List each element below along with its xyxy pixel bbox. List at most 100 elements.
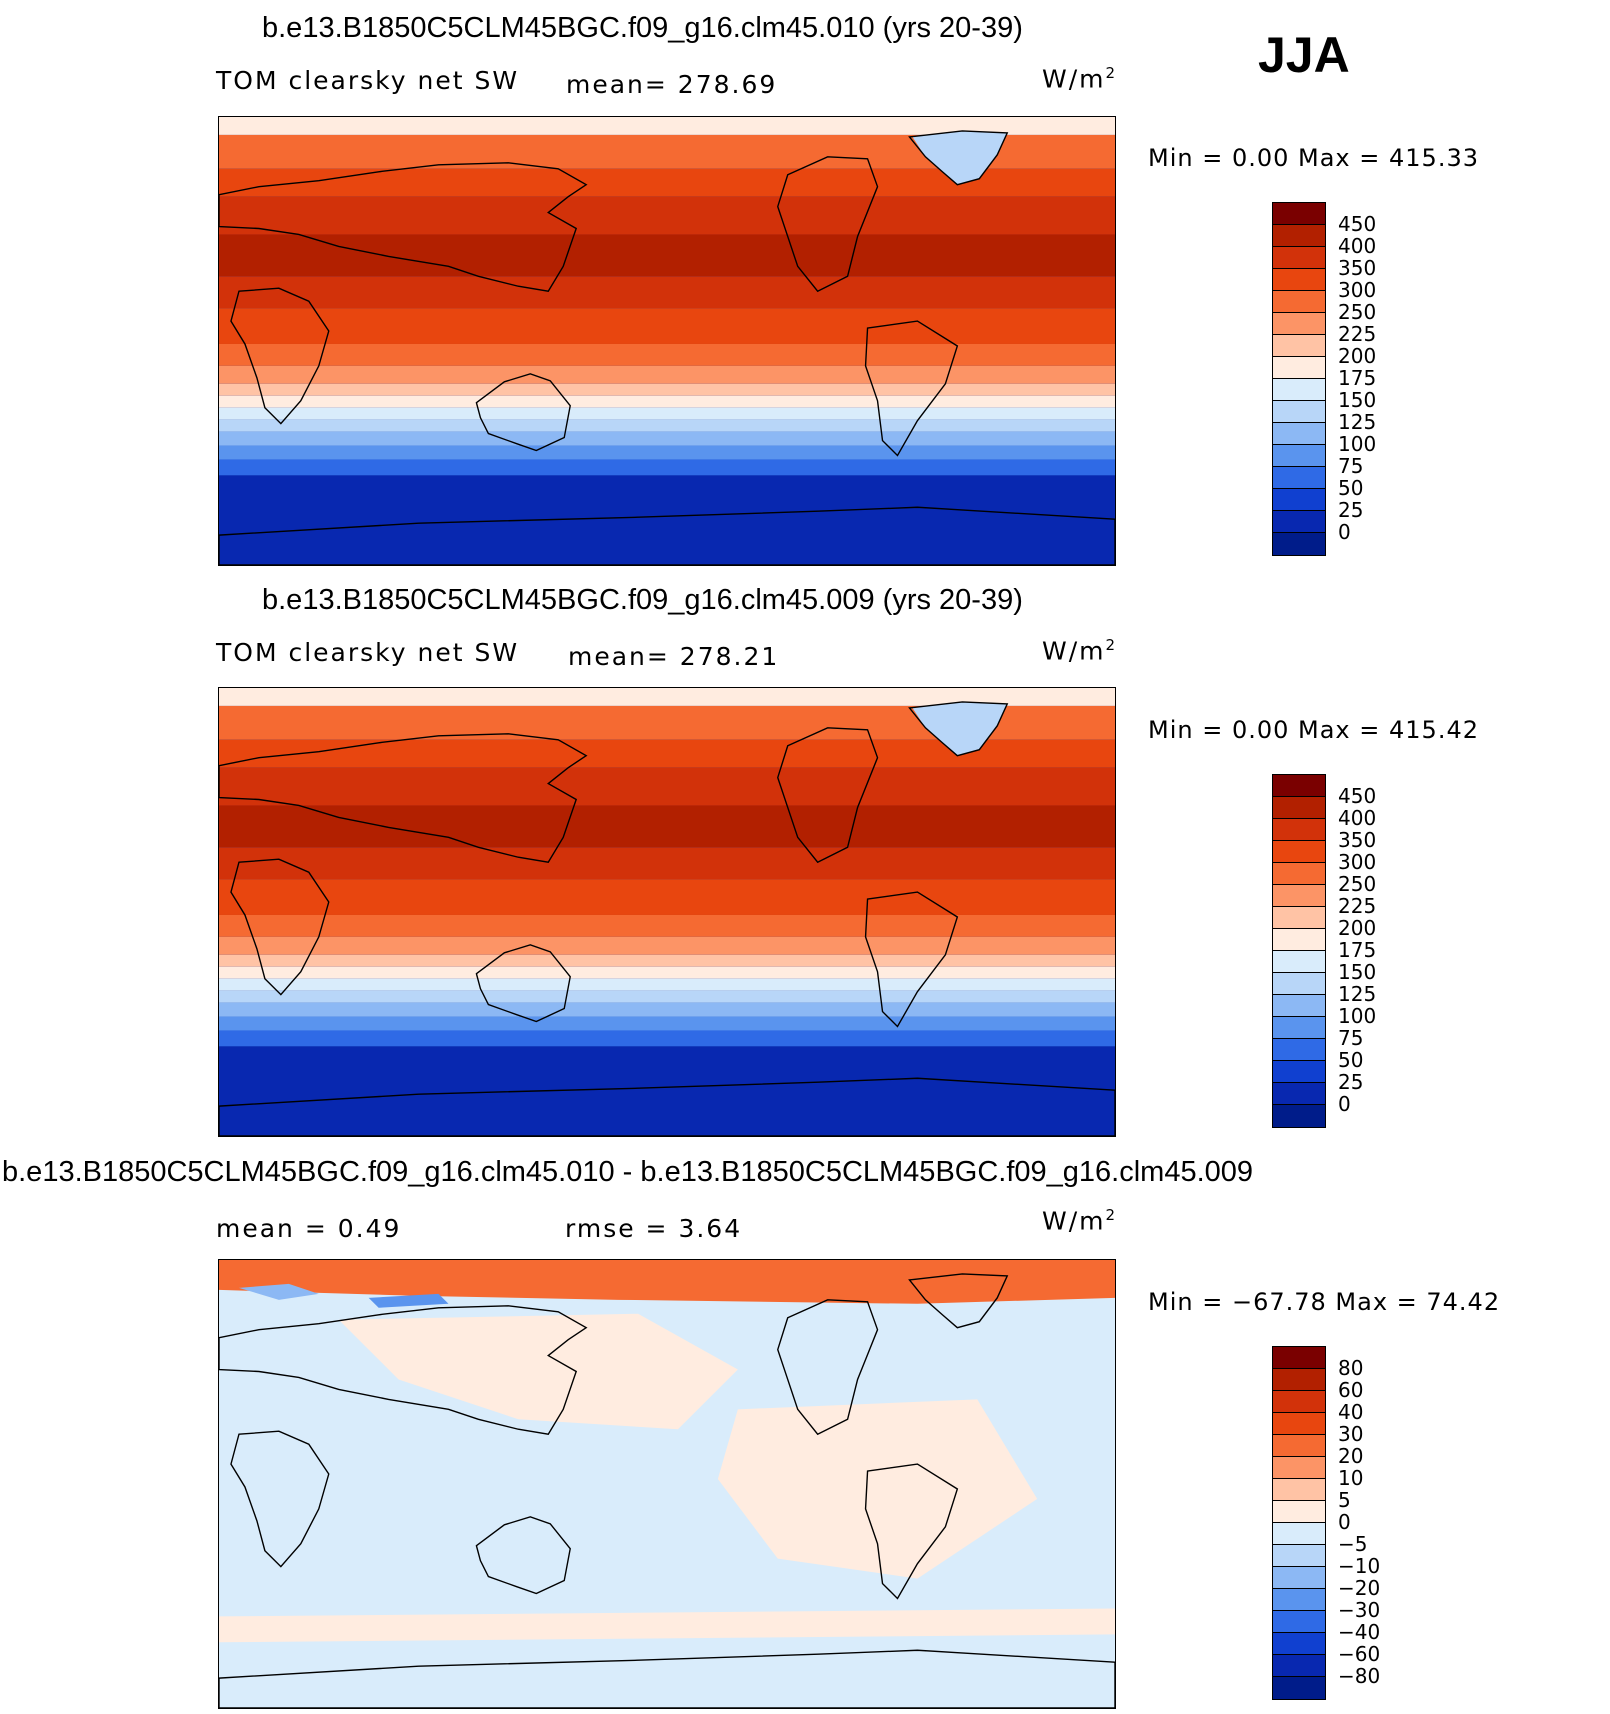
colorbar-swatch xyxy=(1273,445,1325,467)
panel-difference: b.e13.B1850C5CLM45BGC.f09_g16.clm45.010 … xyxy=(0,1144,1610,1714)
colorbar-swatch xyxy=(1273,1105,1325,1127)
colorbar-swatch xyxy=(1273,1545,1325,1567)
colorbar-swatch xyxy=(1273,797,1325,819)
units-label: W/m2 xyxy=(1042,636,1118,666)
colorbar-tick-label: 40 xyxy=(1338,1400,1364,1424)
colorbar-swatch xyxy=(1273,1413,1325,1435)
colorbar-swatch xyxy=(1273,1061,1325,1083)
colorbar-swatch xyxy=(1273,511,1325,533)
colorbar-swatch xyxy=(1273,533,1325,555)
min-max-label: Min = 0.00 Max = 415.33 xyxy=(1148,144,1479,172)
colorbar-tick-label: 400 xyxy=(1338,234,1377,258)
colorbar-swatch xyxy=(1273,907,1325,929)
colorbar-tick-label: 0 xyxy=(1338,520,1351,544)
colorbar-tick-label: −80 xyxy=(1338,1664,1381,1688)
map-plot xyxy=(218,116,1116,566)
colorbar-tick-label: 350 xyxy=(1338,256,1377,280)
colorbar-tick-label: 0 xyxy=(1338,1510,1351,1534)
colorbar-swatch xyxy=(1273,1017,1325,1039)
colorbar-swatch xyxy=(1273,885,1325,907)
colorbar-tick-label: −60 xyxy=(1338,1642,1381,1666)
colorbar-tick-label: 125 xyxy=(1338,982,1377,1006)
colorbar-tick-label: 100 xyxy=(1338,1004,1377,1028)
colorbar-swatch xyxy=(1273,1589,1325,1611)
colorbar-tick-label: 0 xyxy=(1338,1092,1351,1116)
colorbar-tick-label: −10 xyxy=(1338,1554,1381,1578)
colorbar-tick-label: 80 xyxy=(1338,1356,1364,1380)
colorbar-swatch xyxy=(1273,489,1325,511)
colorbar-swatch xyxy=(1273,1457,1325,1479)
colorbar-tick-label: 300 xyxy=(1338,278,1377,302)
min-max-label: Min = 0.00 Max = 415.42 xyxy=(1148,716,1479,744)
panel-title: b.e13.B1850C5CLM45BGC.f09_g16.clm45.010 … xyxy=(2,1156,1254,1188)
colorbar-tick-label: 75 xyxy=(1338,1026,1364,1050)
colorbar-swatch xyxy=(1273,1633,1325,1655)
panel-case-009: b.e13.B1850C5CLM45BGC.f09_g16.clm45.009 … xyxy=(0,572,1610,1142)
colorbar-tick-label: 450 xyxy=(1338,212,1377,236)
colorbar-tick-label: 350 xyxy=(1338,828,1377,852)
colorbar-swatch xyxy=(1273,1039,1325,1061)
panel-title: b.e13.B1850C5CLM45BGC.f09_g16.clm45.010 … xyxy=(262,12,1023,44)
panel-title: b.e13.B1850C5CLM45BGC.f09_g16.clm45.009 … xyxy=(262,584,1023,616)
map-plot xyxy=(218,687,1116,1137)
colorbar-tick-label: 10 xyxy=(1338,1466,1364,1490)
colorbar-swatch xyxy=(1273,1501,1325,1523)
colorbar-tick-label: 250 xyxy=(1338,872,1377,896)
colorbar-swatch xyxy=(1273,995,1325,1017)
colorbar-tick-label: 200 xyxy=(1338,344,1377,368)
colorbar-tick-label: 25 xyxy=(1338,498,1364,522)
colorbar xyxy=(1272,1346,1326,1700)
colorbar-tick-label: 125 xyxy=(1338,410,1377,434)
units-label: W/m2 xyxy=(1042,1206,1118,1236)
colorbar-tick-label: 50 xyxy=(1338,1048,1364,1072)
colorbar-tick-label: 175 xyxy=(1338,366,1377,390)
colorbar-swatch xyxy=(1273,313,1325,335)
colorbar-swatch xyxy=(1273,929,1325,951)
colorbar-tick-label: 30 xyxy=(1338,1422,1364,1446)
colorbar-swatch xyxy=(1273,1523,1325,1545)
colorbar-swatch xyxy=(1273,357,1325,379)
map-plot xyxy=(218,1259,1116,1709)
colorbar-swatch xyxy=(1273,247,1325,269)
season-label: JJA xyxy=(1258,27,1350,83)
colorbar-tick-label: −30 xyxy=(1338,1598,1381,1622)
colorbar-tick-label: 300 xyxy=(1338,850,1377,874)
colorbar-tick-label: 150 xyxy=(1338,388,1377,412)
colorbar-swatch xyxy=(1273,379,1325,401)
colorbar-swatch xyxy=(1273,225,1325,247)
colorbar-swatch xyxy=(1273,203,1325,225)
panel-case-010: b.e13.B1850C5CLM45BGC.f09_g16.clm45.010 … xyxy=(0,0,1610,570)
colorbar-tick-label: 50 xyxy=(1338,476,1364,500)
colorbar-swatch xyxy=(1273,467,1325,489)
rmse-label: rmse = 3.64 xyxy=(565,1214,743,1243)
colorbar-tick-label: 100 xyxy=(1338,432,1377,456)
colorbar-tick-label: 150 xyxy=(1338,960,1377,984)
variable-label: TOM clearsky net SW xyxy=(216,66,520,95)
colorbar-swatch xyxy=(1273,863,1325,885)
colorbar xyxy=(1272,202,1326,556)
colorbar-tick-label: 75 xyxy=(1338,454,1364,478)
colorbar-swatch xyxy=(1273,1611,1325,1633)
colorbar-tick-label: −40 xyxy=(1338,1620,1381,1644)
mean-label: mean= 278.21 xyxy=(568,642,780,671)
colorbar-tick-label: −20 xyxy=(1338,1576,1381,1600)
mean-label: mean = 0.49 xyxy=(216,1214,402,1243)
colorbar-tick-label: 400 xyxy=(1338,806,1377,830)
colorbar-tick-label: 250 xyxy=(1338,300,1377,324)
colorbar-swatch xyxy=(1273,841,1325,863)
colorbar-swatch xyxy=(1273,1369,1325,1391)
mean-label: mean= 278.69 xyxy=(566,70,778,99)
colorbar-tick-label: −5 xyxy=(1338,1532,1368,1556)
colorbar-tick-label: 5 xyxy=(1338,1488,1351,1512)
variable-label: TOM clearsky net SW xyxy=(216,638,520,667)
colorbar-swatch xyxy=(1273,401,1325,423)
colorbar-tick-label: 20 xyxy=(1338,1444,1364,1468)
colorbar-swatch xyxy=(1273,819,1325,841)
colorbar-swatch xyxy=(1273,973,1325,995)
colorbar-swatch xyxy=(1273,1479,1325,1501)
colorbar xyxy=(1272,774,1326,1128)
min-max-label: Min = −67.78 Max = 74.42 xyxy=(1148,1288,1501,1316)
colorbar-swatch xyxy=(1273,1677,1325,1699)
colorbar-swatch xyxy=(1273,1347,1325,1369)
colorbar-tick-label: 25 xyxy=(1338,1070,1364,1094)
